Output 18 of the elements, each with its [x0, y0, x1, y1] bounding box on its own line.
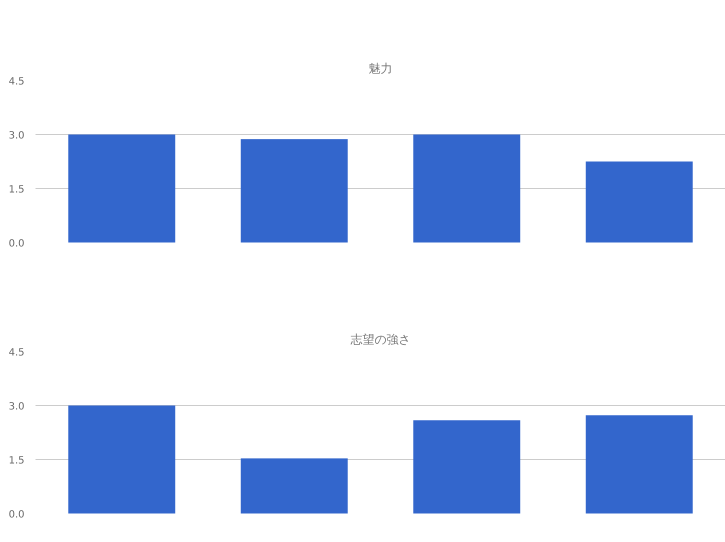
y-tick-label: 0.0 — [8, 238, 25, 250]
y-tick-label: 0.0 — [8, 510, 25, 520]
bar — [240, 139, 348, 242]
bar — [68, 406, 176, 514]
chart-title: 志望の強さ — [350, 332, 410, 346]
y-tick-label: 1.5 — [8, 456, 25, 466]
chart-title: 魅力 — [368, 62, 392, 76]
bar — [413, 420, 520, 514]
bar — [68, 134, 176, 242]
y-tick-label: 3.0 — [8, 130, 25, 142]
y-tick-label: 1.5 — [8, 184, 25, 196]
y-tick-label: 3.0 — [8, 402, 25, 412]
y-tick-label: 4.5 — [8, 348, 25, 358]
bar — [240, 458, 348, 514]
y-tick-label: 4.5 — [8, 76, 25, 88]
bar — [413, 134, 520, 242]
bar — [586, 415, 693, 514]
bar — [586, 162, 693, 242]
